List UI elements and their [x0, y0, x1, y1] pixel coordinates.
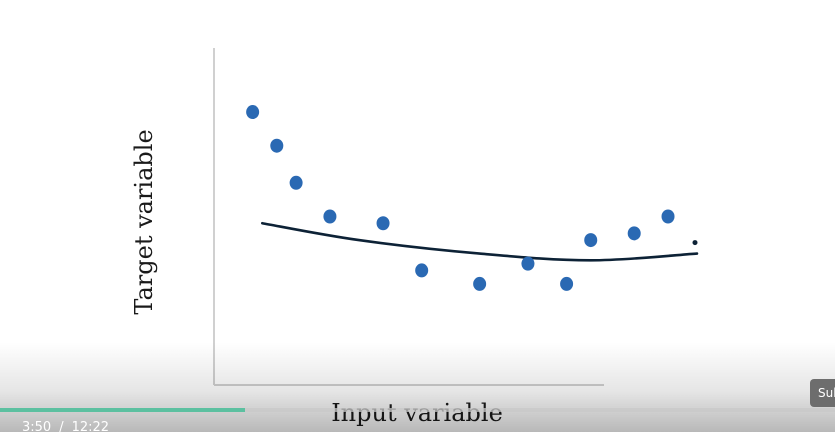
- curve-end-dot: [692, 240, 698, 246]
- subtitles-button[interactable]: Subtitles: [810, 379, 835, 407]
- progress-played: [0, 408, 245, 412]
- data-point-3: [289, 175, 303, 190]
- data-point-9: [560, 276, 574, 291]
- data-point-5: [376, 216, 390, 231]
- data-point-11: [627, 226, 641, 241]
- data-point-1: [246, 105, 260, 120]
- data-point-10: [584, 233, 598, 248]
- current-time: 3:50: [22, 420, 52, 435]
- data-point-8: [521, 256, 535, 271]
- data-point-4: [323, 209, 337, 224]
- data-point-6: [415, 263, 429, 278]
- data-point-7: [473, 276, 487, 291]
- x-axis-label: Input variable: [331, 399, 503, 427]
- data-point-2: [270, 138, 284, 153]
- data-point-12: [661, 209, 675, 224]
- duration: 12:22: [71, 420, 110, 435]
- time-separator: /: [59, 420, 64, 435]
- progress-bar[interactable]: [0, 408, 835, 412]
- fitted-curve: [261, 221, 699, 262]
- time-display: 3:50 / 12:22: [22, 420, 109, 436]
- y-axis-label: Target variable: [130, 129, 158, 314]
